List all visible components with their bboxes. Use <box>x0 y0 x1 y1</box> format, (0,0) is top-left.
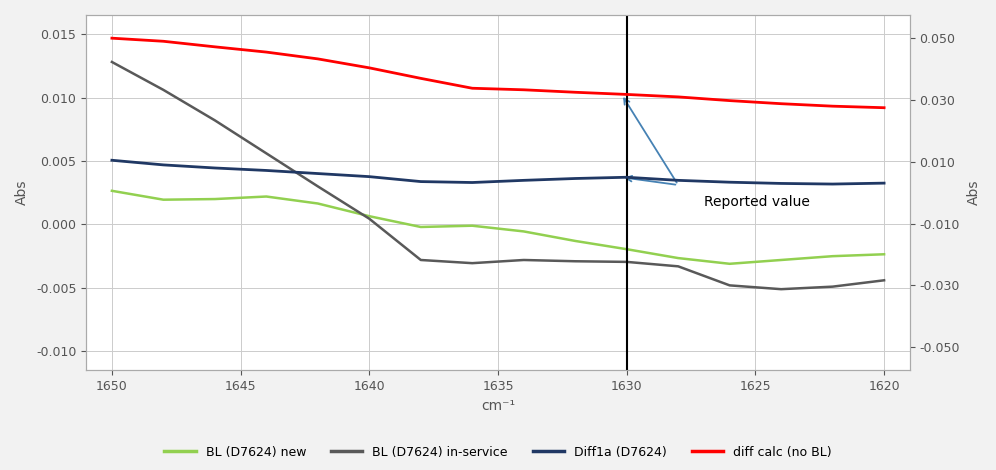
Text: Reported value: Reported value <box>704 195 810 209</box>
Legend: BL (D7624) new, BL (D7624) in-service, Diff1a (D7624), diff calc (no BL): BL (D7624) new, BL (D7624) in-service, D… <box>159 441 837 464</box>
X-axis label: cm⁻¹: cm⁻¹ <box>481 399 515 413</box>
Y-axis label: Abs: Abs <box>15 180 29 205</box>
Y-axis label: Abs: Abs <box>967 180 981 205</box>
